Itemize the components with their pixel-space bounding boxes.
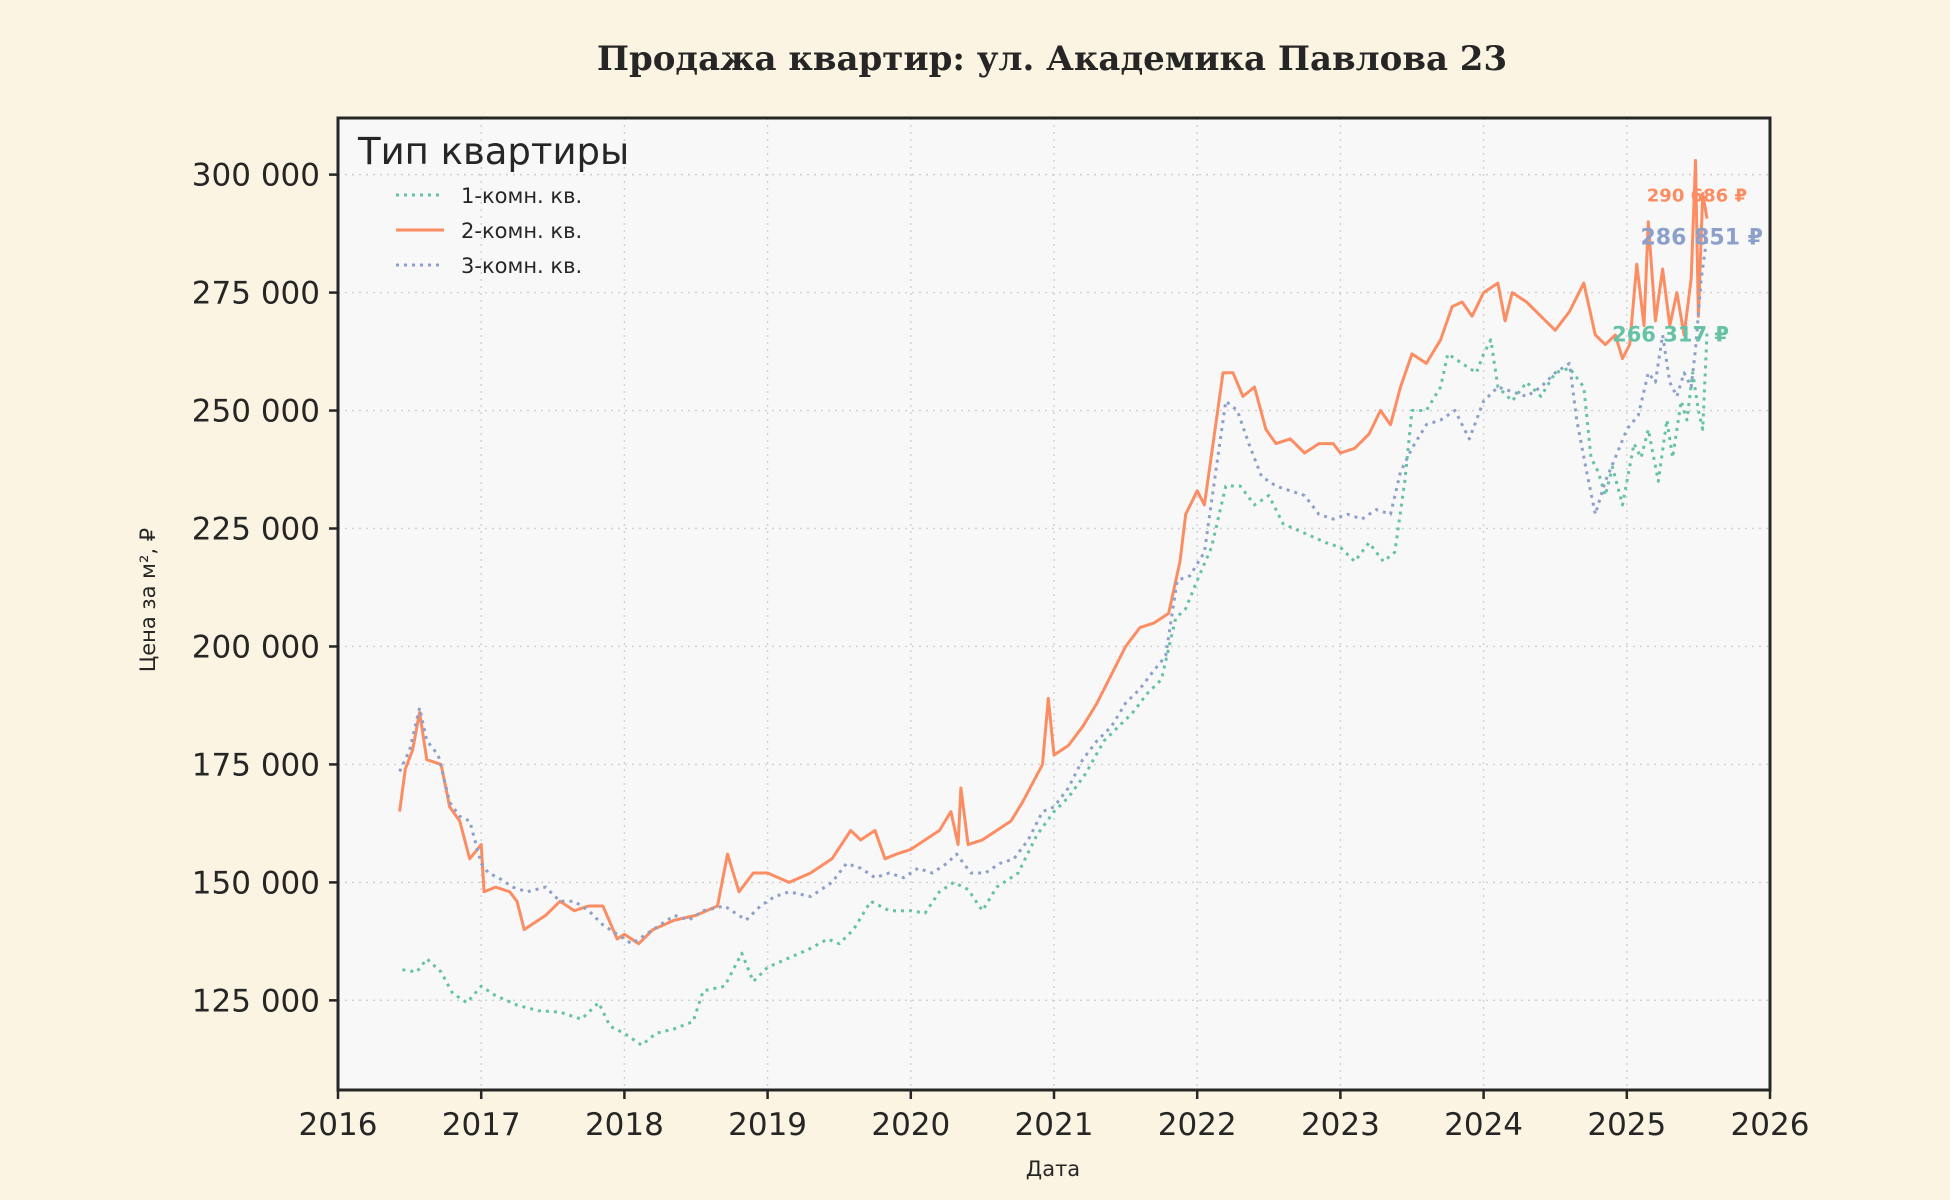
x-tick-label: 2026	[1731, 1107, 1810, 1143]
end-value-label: 290 686 ₽	[1647, 186, 1747, 207]
x-tick-label: 2016	[299, 1107, 378, 1143]
chart-title: Продажа квартир: ул. Академика Павлова 2…	[597, 39, 1507, 79]
y-tick-label: 175 000	[192, 747, 320, 783]
legend-items: 1-комн. кв. 2-комн. кв. 3-комн. кв.	[396, 184, 582, 278]
x-tick-label: 2022	[1158, 1107, 1237, 1143]
end-value-label: 266 317 ₽	[1612, 323, 1729, 347]
y-axis-label: Цена за м², ₽	[136, 528, 160, 672]
x-tick-label: 2025	[1587, 1107, 1666, 1143]
series-line	[398, 236, 1709, 946]
legend-item-label: 1-комн. кв.	[461, 184, 582, 208]
y-tick-label: 250 000	[192, 394, 320, 430]
y-axis: 125 000 150 000 175 000 200 000 225 000 250 0…	[192, 158, 338, 1019]
x-tick-label: 2020	[871, 1107, 950, 1143]
x-tick-label: 2019	[728, 1107, 807, 1143]
x-tick-label: 2021	[1015, 1107, 1094, 1143]
legend-title: Тип квартиры	[357, 130, 629, 173]
x-tick-label: 2017	[442, 1107, 521, 1143]
y-tick-label: 225 000	[192, 512, 320, 548]
y-tick-label: 125 000	[192, 983, 320, 1019]
x-axis: 2016 2017 2018 2019 2020 2021 2022 2023 2024 2025…	[299, 1090, 1810, 1143]
y-tick-label: 200 000	[192, 629, 320, 665]
series-group	[398, 159, 1709, 1047]
y-tick-label: 275 000	[192, 276, 320, 312]
end-labels: 266 317 ₽ 290 686 ₽ 286 851 ₽	[1612, 186, 1763, 347]
y-tick-label: 150 000	[192, 865, 320, 901]
x-axis-label: Дата	[1026, 1157, 1080, 1181]
end-value-label: 286 851 ₽	[1641, 226, 1763, 251]
legend: Тип квартиры 1-комн. кв. 2-комн. кв. 3-ком…	[357, 130, 629, 278]
x-tick-label: 2018	[585, 1107, 664, 1143]
y-tick-label: 300 000	[192, 158, 320, 194]
legend-item-label: 2-комн. кв.	[461, 219, 582, 243]
x-tick-label: 2023	[1301, 1107, 1380, 1143]
x-tick-label: 2024	[1444, 1107, 1523, 1143]
legend-item-label: 3-комн. кв.	[461, 254, 582, 278]
series-line	[398, 159, 1709, 946]
